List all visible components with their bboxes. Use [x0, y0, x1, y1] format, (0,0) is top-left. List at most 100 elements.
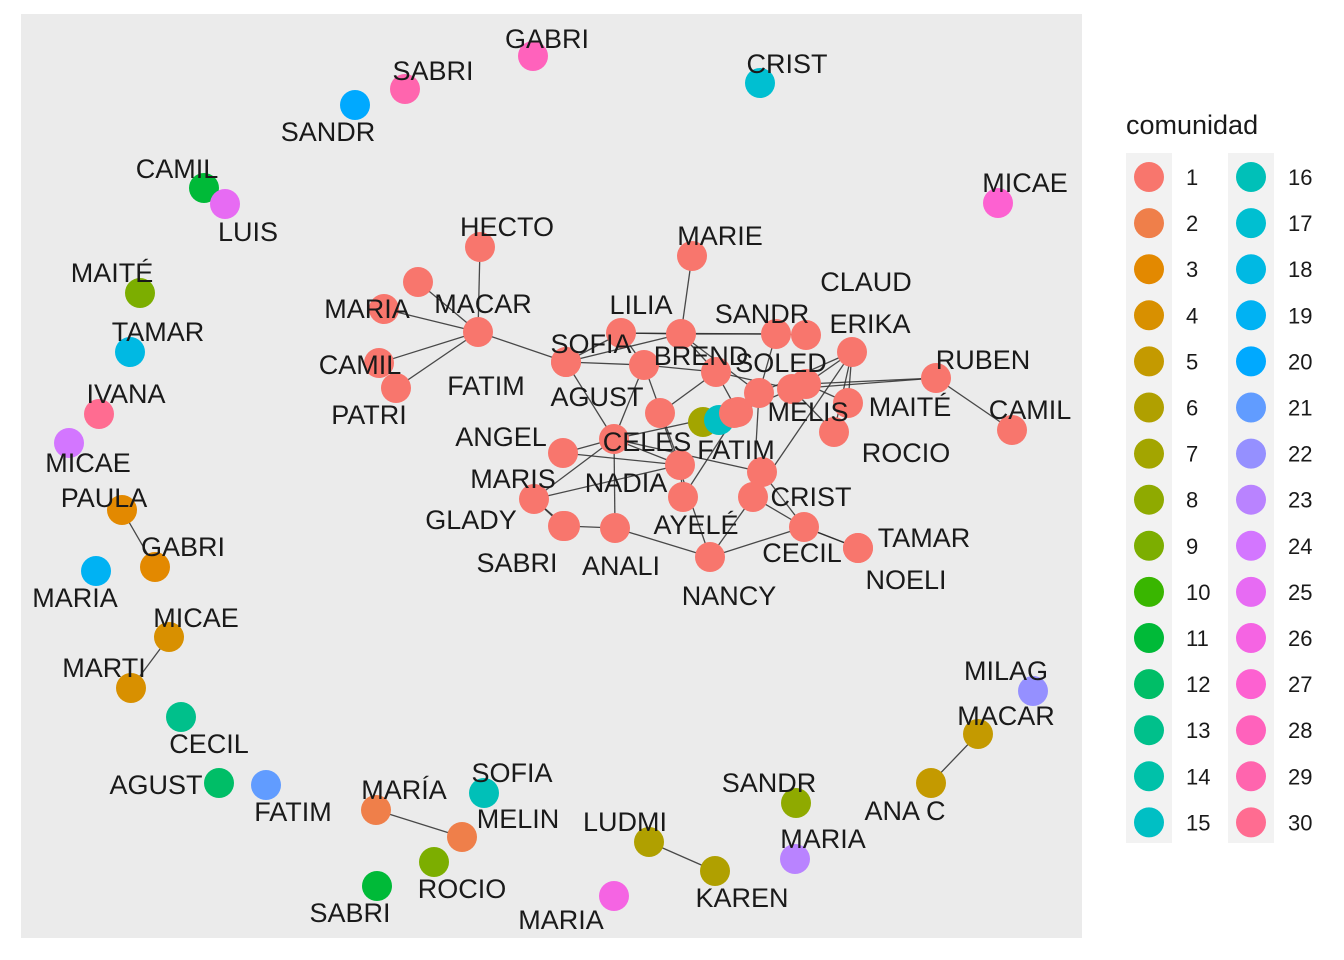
legend-label-4: 4 — [1186, 303, 1198, 328]
node-n12 — [107, 495, 137, 525]
node-label-n16: MARTI — [62, 653, 146, 683]
node-label-c25: FATIM — [697, 435, 775, 465]
node-n14 — [81, 556, 111, 586]
node-label-n17: CECIL — [169, 729, 249, 759]
legend-key-28 — [1236, 715, 1266, 746]
legend-key-7 — [1134, 438, 1164, 469]
legend-item-18: 18 — [1236, 254, 1312, 285]
node-n26 — [700, 856, 730, 886]
node-n8 — [125, 278, 155, 308]
node-c13 — [551, 347, 581, 377]
edge-c6-c4 — [395, 331, 479, 389]
legend-label-23: 23 — [1288, 488, 1312, 513]
node-label-n11: MICAE — [45, 448, 131, 478]
node-label-c12: SOFIA — [550, 329, 631, 359]
node-label-n5: CAMIL — [136, 154, 219, 184]
node-label-c42: NANCY — [682, 581, 777, 611]
node-n18 — [204, 768, 234, 798]
node-layer — [54, 41, 1048, 911]
legend-item-10: 10 — [1134, 576, 1210, 607]
node-c39 — [789, 512, 819, 542]
node-label-n26: KAREN — [695, 883, 788, 913]
edge-c30-c31 — [533, 464, 681, 500]
legend-item-2: 2 — [1134, 208, 1198, 239]
legend-key-3 — [1134, 254, 1164, 285]
node-c10 — [791, 320, 821, 350]
legend-key-8 — [1134, 484, 1164, 515]
legend-label-1: 1 — [1186, 165, 1198, 190]
node-label-c16: RUBEN — [936, 345, 1031, 375]
node-c8 — [606, 318, 636, 348]
legend-key-23 — [1236, 484, 1266, 515]
legend-item-29: 29 — [1236, 761, 1312, 792]
node-label-c10: CLAUD — [820, 267, 912, 297]
legend-label-19: 19 — [1288, 303, 1312, 328]
legend-item-5: 5 — [1134, 346, 1198, 377]
node-label-n21: MELIN — [477, 804, 560, 834]
node-label-c13: FATIM — [447, 371, 525, 401]
node-n11 — [54, 428, 84, 458]
node-n9 — [115, 337, 145, 367]
edge-c39-c42 — [709, 526, 805, 558]
legend-label-11: 11 — [1186, 626, 1209, 651]
node-c6 — [381, 373, 411, 403]
legend-item-22: 22 — [1236, 438, 1312, 469]
legend-key-1 — [1134, 162, 1164, 192]
legend-label-20: 20 — [1288, 349, 1312, 374]
legend-item-1: 1 — [1134, 162, 1198, 192]
node-label-n29: MARIA — [780, 824, 866, 854]
node-label-c37: SABRI — [476, 548, 557, 578]
node-c29 — [819, 417, 849, 447]
legend-label-21: 21 — [1288, 396, 1312, 421]
node-label-c35: GLADY — [425, 505, 517, 535]
legend-key-19 — [1236, 300, 1266, 331]
node-label-n9: TAMAR — [112, 317, 205, 347]
node-label-n20: MARÍA — [361, 775, 447, 805]
legend-item-3: 3 — [1134, 254, 1198, 285]
legend-title: comunidad — [1126, 110, 1258, 140]
node-label-c3: MARIA — [324, 294, 410, 324]
edge-c28-c30 — [533, 438, 615, 500]
legend-label-27: 27 — [1288, 672, 1312, 697]
legend-key-29 — [1236, 761, 1266, 792]
legend-key-20 — [1236, 346, 1266, 377]
node-label-n3: SANDR — [281, 117, 376, 147]
node-label-c5: CAMIL — [319, 350, 402, 380]
node-label-c14: BREND — [654, 341, 749, 371]
legend-key-27 — [1236, 669, 1266, 700]
node-label-c27: ANGEL — [455, 422, 547, 452]
legend-key-17 — [1236, 208, 1266, 239]
legend-item-20: 20 — [1236, 346, 1312, 377]
legend-item-14: 14 — [1134, 761, 1210, 792]
legend-label-26: 26 — [1288, 626, 1312, 651]
legend-key-18 — [1236, 254, 1266, 285]
edge-c27-c31 — [562, 452, 681, 466]
legend-item-25: 25 — [1236, 576, 1312, 607]
legend: comunidad 123456789101112131415161718192… — [1126, 110, 1312, 843]
legend-item-23: 23 — [1236, 484, 1312, 515]
node-c16 — [921, 363, 951, 393]
label-layer: GABRI SABRI SANDR CRIST CAMIL LUIS MICAE MAITÉ T… — [32, 24, 1071, 935]
node-label-n2: SABRI — [392, 56, 473, 86]
legend-key-30 — [1236, 807, 1266, 838]
node-c34 — [738, 482, 768, 512]
legend-label-24: 24 — [1288, 534, 1312, 559]
legend-item-16: 16 — [1236, 162, 1312, 192]
node-n7 — [983, 188, 1013, 218]
node-label-c22: MAITÉ — [869, 392, 952, 422]
node-label-n7: MICAE — [982, 168, 1068, 198]
node-label-n32: MILAG — [964, 656, 1048, 686]
node-n16 — [116, 673, 146, 703]
node-c38 — [600, 513, 630, 543]
node-c27 — [548, 438, 578, 468]
node-label-n15: MICAE — [153, 603, 239, 633]
legend-item-8: 8 — [1134, 484, 1198, 515]
node-c1 — [465, 232, 495, 262]
legend-item-21: 21 — [1236, 392, 1312, 423]
legend-item-11: 11 — [1134, 623, 1209, 653]
legend-key-10 — [1134, 576, 1164, 607]
legend-item-9: 9 — [1134, 530, 1198, 561]
node-c32 — [747, 457, 777, 487]
node-n24 — [362, 871, 392, 901]
node-n23 — [419, 847, 449, 877]
